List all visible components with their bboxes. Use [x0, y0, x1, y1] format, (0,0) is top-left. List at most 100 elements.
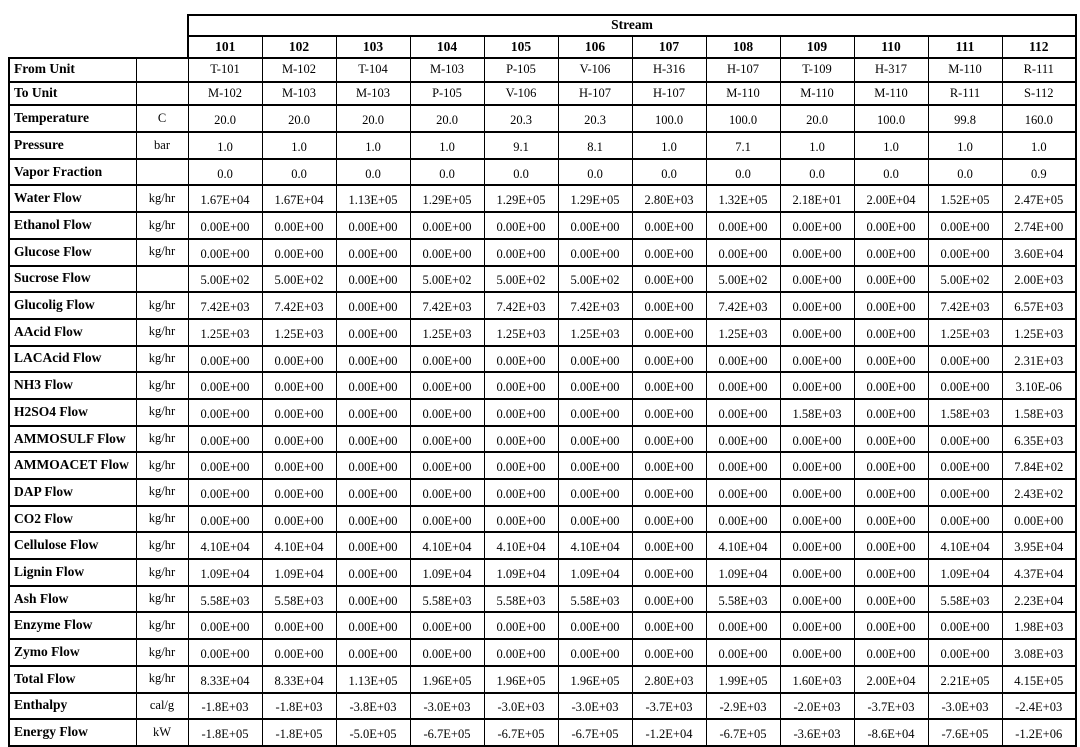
- cell-stream-104: 4.10E+04: [409, 531, 485, 561]
- cell-stream-112: 3.10E-06: [1001, 371, 1077, 400]
- cell-stream-112: 3.60E+04: [1001, 237, 1077, 267]
- row-sucrose-flow: Sucrose Flow 5.00E+02 5.00E+02 0.00E+00 5.00…: [8, 264, 1077, 294]
- corner-blank: [9, 15, 188, 58]
- cell-stream-103: 0.0: [335, 157, 411, 187]
- cell-stream-111: 0.00E+00: [927, 504, 1003, 534]
- cell-stream-101: 0.00E+00: [187, 478, 263, 507]
- cell-stream-111: -3.0E+03: [927, 691, 1003, 721]
- cell-stream-110: 0.00E+00: [853, 264, 929, 294]
- cell-stream-101: 0.00E+00: [187, 611, 263, 641]
- cell-stream-102: 0.00E+00: [261, 211, 337, 240]
- cell-stream-105: 0.00E+00: [483, 424, 559, 454]
- cell-stream-104: 0.00E+00: [409, 638, 485, 667]
- cell-stream-101: 0.00E+00: [187, 451, 263, 480]
- cell-stream-106: 0.00E+00: [557, 344, 633, 374]
- cell-stream-107: 0.00E+00: [631, 317, 707, 347]
- cell-stream-102: 20.0: [261, 104, 337, 134]
- cell-stream-111: 4.10E+04: [927, 531, 1003, 561]
- cell-stream-105: 20.3: [483, 104, 559, 134]
- cell-stream-110: H-317: [853, 57, 929, 83]
- cell-stream-101: 0.00E+00: [187, 344, 263, 374]
- cell-stream-110: 0.00E+00: [853, 371, 929, 400]
- row-label: AMMOACET Flow: [8, 451, 137, 480]
- cell-stream-107: 0.00E+00: [631, 558, 707, 587]
- row-unit: cal/g: [135, 691, 189, 721]
- cell-stream-108: 0.00E+00: [705, 397, 781, 427]
- cell-stream-107: 0.00E+00: [631, 264, 707, 294]
- cell-stream-101: -1.8E+03: [187, 691, 263, 721]
- row-label: Cellulose Flow: [8, 531, 137, 561]
- cell-stream-103: 0.00E+00: [335, 424, 411, 454]
- cell-stream-101: 0.00E+00: [187, 237, 263, 267]
- row-nh3-flow: NH3 Flow kg/hr 0.00E+00 0.00E+00 0.00E+00 0.0…: [8, 371, 1077, 400]
- cell-stream-112: 4.15E+05: [1001, 664, 1077, 694]
- cell-stream-111: 1.58E+03: [927, 397, 1003, 427]
- cell-stream-110: 0.00E+00: [853, 584, 929, 614]
- cell-stream-110: 0.00E+00: [853, 344, 929, 374]
- cell-stream-109: 2.18E+01: [779, 184, 855, 214]
- row-unit: kg/hr: [135, 531, 189, 561]
- cell-stream-105: 7.42E+03: [483, 291, 559, 320]
- cell-stream-104: 0.00E+00: [409, 611, 485, 641]
- cell-stream-108: 0.00E+00: [705, 371, 781, 400]
- row-unit: kg/hr: [135, 237, 189, 267]
- cell-stream-102: 0.00E+00: [261, 371, 337, 400]
- row-unit: [135, 57, 189, 83]
- cell-stream-112: 4.37E+04: [1001, 558, 1077, 587]
- cell-stream-103: 20.0: [335, 104, 411, 134]
- cell-stream-111: 1.25E+03: [927, 317, 1003, 347]
- cell-stream-105: 0.00E+00: [483, 237, 559, 267]
- cell-stream-107: 0.00E+00: [631, 638, 707, 667]
- cell-stream-111: 0.00E+00: [927, 611, 1003, 641]
- cell-stream-110: 0.00E+00: [853, 638, 929, 667]
- cell-stream-106: 4.10E+04: [557, 531, 633, 561]
- row-label: AAcid Flow: [8, 317, 137, 347]
- cell-stream-101: 4.10E+04: [187, 531, 263, 561]
- cell-stream-111: 0.00E+00: [927, 371, 1003, 400]
- cell-stream-112: 1.25E+03: [1001, 317, 1077, 347]
- row-label: Total Flow: [8, 664, 137, 694]
- cell-stream-111: 99.8: [927, 104, 1003, 134]
- cell-stream-106: 1.96E+05: [557, 664, 633, 694]
- cell-stream-105: 4.10E+04: [483, 531, 559, 561]
- row-label: Enzyme Flow: [8, 611, 137, 641]
- cell-stream-104: -3.0E+03: [409, 691, 485, 721]
- row-label: Sucrose Flow: [8, 264, 137, 294]
- cell-stream-109: 0.00E+00: [779, 504, 855, 534]
- cell-stream-111: 0.00E+00: [927, 451, 1003, 480]
- cell-stream-102: 1.67E+04: [261, 184, 337, 214]
- cell-stream-108: 4.10E+04: [705, 531, 781, 561]
- cell-stream-104: 0.00E+00: [409, 397, 485, 427]
- cell-stream-103: 0.00E+00: [335, 451, 411, 480]
- row-label: AMMOSULF Flow: [8, 424, 137, 454]
- cell-stream-106: 0.00E+00: [557, 478, 633, 507]
- cell-stream-104: P-105: [409, 80, 485, 107]
- row-unit: C: [135, 104, 189, 134]
- cell-stream-109: 0.00E+00: [779, 451, 855, 480]
- cell-stream-105: 1.96E+05: [483, 664, 559, 694]
- stream-column-header-108: 108: [705, 35, 781, 59]
- cell-stream-106: 0.00E+00: [557, 424, 633, 454]
- cell-stream-105: 0.00E+00: [483, 504, 559, 534]
- cell-stream-101: 5.00E+02: [187, 264, 263, 294]
- cell-stream-112: 2.43E+02: [1001, 478, 1077, 507]
- cell-stream-112: 1.58E+03: [1001, 397, 1077, 427]
- cell-stream-106: 7.42E+03: [557, 291, 633, 320]
- cell-stream-111: R-111: [927, 80, 1003, 107]
- cell-stream-103: 0.00E+00: [335, 558, 411, 587]
- row-unit: kg/hr: [135, 584, 189, 614]
- cell-stream-102: 0.00E+00: [261, 504, 337, 534]
- row-from-unit: From Unit T-101 M-102 T-104 M-103 P-105 V-106 H…: [8, 57, 1077, 83]
- cell-stream-101: 0.00E+00: [187, 424, 263, 454]
- row-lignin-flow: Lignin Flow kg/hr 1.09E+04 1.09E+04 0.00E+00…: [8, 558, 1077, 587]
- stream-column-header-107: 107: [631, 35, 707, 59]
- row-label: Zymo Flow: [8, 638, 137, 667]
- cell-stream-111: 0.00E+00: [927, 424, 1003, 454]
- row-unit: [135, 157, 189, 187]
- cell-stream-104: 20.0: [409, 104, 485, 134]
- cell-stream-104: -6.7E+05: [409, 718, 485, 747]
- cell-stream-109: -3.6E+03: [779, 718, 855, 747]
- cell-stream-102: 0.00E+00: [261, 397, 337, 427]
- cell-stream-109: 0.00E+00: [779, 424, 855, 454]
- cell-stream-109: 1.60E+03: [779, 664, 855, 694]
